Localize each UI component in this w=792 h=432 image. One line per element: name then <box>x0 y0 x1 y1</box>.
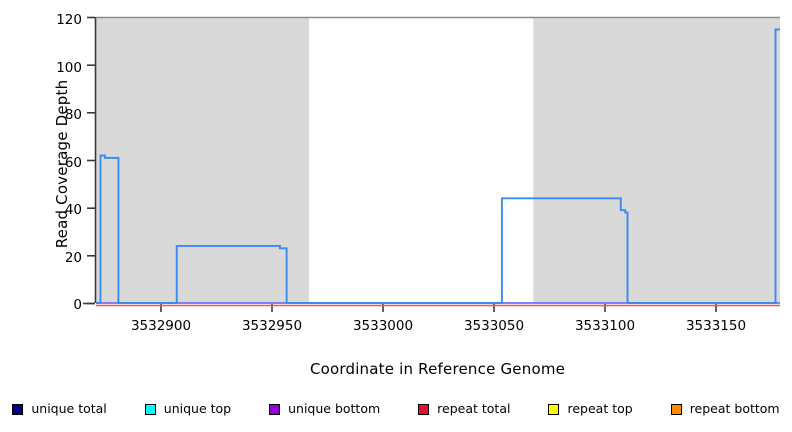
axis-lines <box>83 16 717 312</box>
legend-item-unique-total[interactable]: unique total <box>12 400 107 416</box>
y-tick-40: 40 <box>64 202 82 218</box>
legend-label-repeat-top: repeat top <box>567 400 633 416</box>
y-tick-120: 120 <box>56 12 82 28</box>
legend-label-unique-total: unique total <box>31 400 107 416</box>
legend-label-repeat-bottom: repeat bottom <box>689 400 780 416</box>
legend-swatch-repeat-top <box>548 403 560 415</box>
x-tick-3533100: 3533100 <box>574 318 636 334</box>
x-tick-3533000: 3533000 <box>352 318 414 334</box>
legend-label-repeat-total: repeat total <box>437 400 511 416</box>
x-axis-title: Coordinate in Reference Genome <box>309 360 566 378</box>
y-tick-60: 60 <box>64 155 82 171</box>
y-axis-tick-labels: 0 20 40 60 80 100 120 <box>38 0 82 432</box>
legend-swatch-unique-top <box>144 403 156 415</box>
series-unique-total <box>96 28 780 304</box>
legend-label-unique-top: unique top <box>163 400 232 416</box>
shaded-band-right <box>533 17 780 303</box>
y-tick-80: 80 <box>64 107 82 123</box>
legend-swatch-repeat-total <box>418 403 430 415</box>
x-tick-3533050: 3533050 <box>463 318 525 334</box>
legend-item-repeat-total[interactable]: repeat total <box>418 400 511 416</box>
y-tick-0: 0 <box>73 297 82 313</box>
legend-swatch-unique-total <box>12 403 24 415</box>
shaded-band-left <box>96 17 310 303</box>
y-tick-100: 100 <box>56 60 82 76</box>
legend-item-unique-bottom[interactable]: unique bottom <box>269 400 381 416</box>
x-tick-3532900: 3532900 <box>130 318 192 334</box>
legend-swatch-repeat-bottom <box>670 403 682 415</box>
x-tick-3532950: 3532950 <box>241 318 303 334</box>
legend-item-repeat-top[interactable]: repeat top <box>548 400 633 416</box>
y-tick-20: 20 <box>64 250 82 266</box>
legend-item-unique-top[interactable]: unique top <box>144 400 232 416</box>
legend-item-repeat-bottom[interactable]: repeat bottom <box>670 400 780 416</box>
x-tick-3533150: 3533150 <box>685 318 747 334</box>
chart-legend: unique total unique top unique bottom re… <box>0 398 792 420</box>
shaded-regions <box>96 17 780 303</box>
legend-label-unique-bottom: unique bottom <box>288 400 381 416</box>
legend-swatch-unique-bottom <box>269 403 281 415</box>
